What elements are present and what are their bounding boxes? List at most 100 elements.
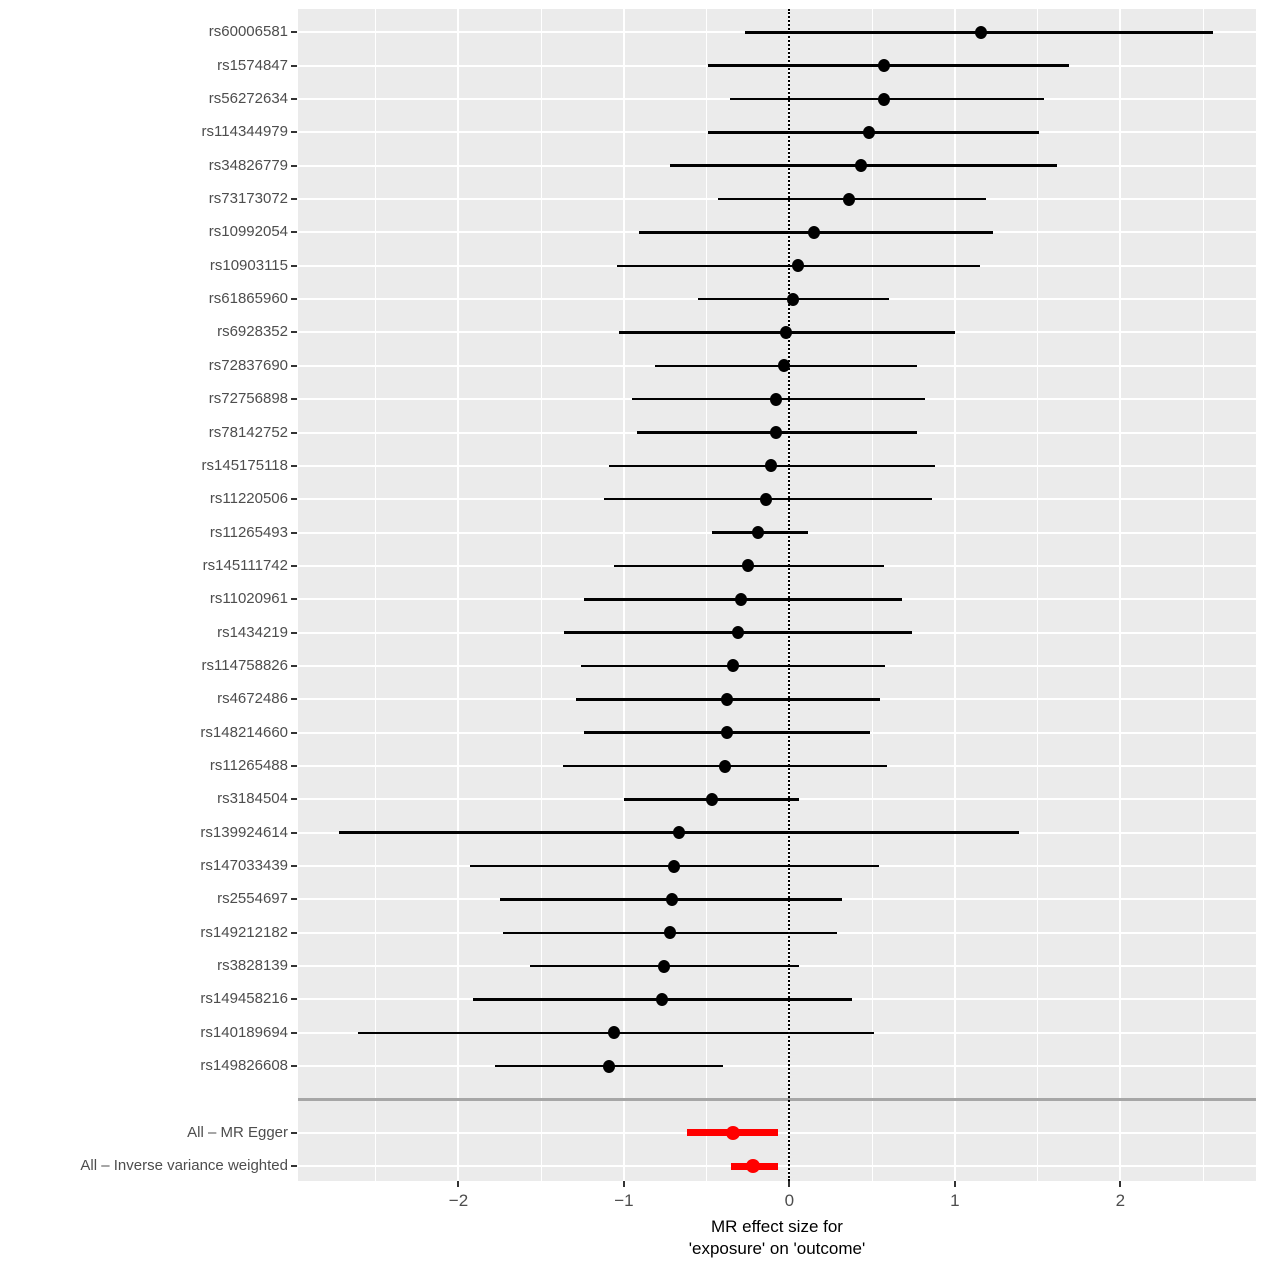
x-axis-tick-label: −1 [614,1191,634,1210]
y-axis-tick [291,564,297,567]
x-axis-tick [622,1181,625,1187]
point-estimate [720,692,733,706]
y-axis-label: rs73173072 [208,190,288,208]
y-axis-label: rs72756898 [208,390,288,408]
y-axis-tick [291,198,297,201]
point-estimate [656,992,668,1006]
y-axis-tick [291,731,297,734]
y-axis-tick [291,131,297,134]
y-axis-tick [291,1031,297,1034]
point-estimate [786,292,799,306]
point-estimate [705,792,718,806]
point-estimate [975,25,988,39]
plot-panel [298,9,1256,1181]
y-axis-tick [291,698,297,701]
point-estimate [751,526,764,540]
point-estimate [760,492,773,506]
minor-gridline [375,9,377,1181]
y-axis-label: rs11265493 [209,523,288,541]
summary-point-estimate [746,1159,760,1174]
y-axis-tick [291,331,297,334]
y-axis-tick [291,1065,297,1068]
y-axis-label: rs2554697 [217,890,288,908]
point-estimate [770,392,783,406]
x-axis-title: MR effect size for 'exposure' on 'outcom… [298,1216,1256,1260]
y-axis-label: All – MR Egger [187,1123,288,1141]
y-axis-label: rs3184504 [217,790,288,808]
y-axis-tick [291,364,297,367]
y-axis-label: rs60006581 [208,23,288,41]
point-estimate [808,225,821,239]
y-axis-label: rs140189694 [200,1023,288,1041]
y-axis-label: rs61865960 [208,290,288,308]
point-estimate [667,859,680,873]
y-axis-label: rs149826608 [200,1057,288,1075]
point-estimate [791,259,804,273]
summary-point-estimate [726,1125,741,1140]
y-axis-tick [291,498,297,501]
point-estimate [727,659,740,673]
y-axis-tick [291,798,297,801]
point-estimate [742,559,755,573]
y-axis-label: rs11020961 [209,590,288,608]
point-estimate [735,592,748,606]
major-gridline [953,9,956,1181]
summary-separator-line [298,1098,1256,1101]
x-axis-tick [788,1181,791,1187]
y-axis-tick [291,464,297,467]
y-axis-label: rs78142752 [208,423,288,441]
minor-gridline [1037,9,1039,1181]
y-axis-label: rs34826779 [208,156,288,174]
y-axis-tick [291,164,297,167]
y-axis-label: rs149212182 [200,923,288,941]
y-axis-tick [291,98,297,100]
y-axis-tick [291,831,297,834]
y-axis-tick [291,931,297,934]
x-axis-tick-label: −2 [448,1191,469,1210]
y-axis-label: rs149458216 [200,990,288,1008]
x-axis-tick [1119,1181,1122,1187]
x-axis-title-line2: 'exposure' on 'outcome' [688,1239,866,1258]
y-axis-label: All – Inverse variance weighted [80,1157,288,1175]
y-axis-label: rs145111742 [202,556,288,574]
point-estimate [877,92,890,106]
y-axis-tick [291,1165,297,1168]
point-estimate [770,426,783,439]
y-axis-label: rs72837690 [208,356,288,374]
y-axis-label: rs147033439 [200,857,288,875]
y-axis-label: rs139924614 [200,823,288,841]
y-axis-tick [291,531,297,534]
point-estimate [603,1059,616,1073]
y-axis-tick [291,598,297,601]
x-axis-tick-label: 0 [784,1191,795,1210]
y-axis-label: rs114758826 [201,656,288,674]
y-axis-label: rs10992054 [208,223,288,241]
y-axis-label: rs3828139 [217,957,288,975]
point-estimate [862,125,875,139]
y-axis-label: rs11220506 [209,490,288,508]
h-gridline [298,1065,1256,1068]
major-gridline [622,9,625,1181]
minor-gridline [706,9,708,1181]
y-axis-label: rs114344979 [201,123,288,141]
x-axis-title-line1: MR effect size for [711,1217,843,1236]
point-estimate [877,59,890,73]
point-estimate [720,726,733,740]
y-axis-label: rs148214660 [200,723,288,741]
y-axis-tick [291,264,297,267]
major-gridline [457,9,460,1181]
point-estimate [665,892,678,906]
y-axis-tick [291,398,297,401]
y-axis-label: rs6928352 [217,323,288,341]
point-estimate [765,459,778,473]
y-axis-tick [291,631,297,634]
y-axis-tick [291,64,297,67]
y-axis-tick [291,431,297,434]
x-axis-tick-label: 1 [950,1191,960,1210]
y-axis-tick [291,231,297,234]
zero-reference-line [788,9,791,1181]
major-gridline [1119,9,1122,1181]
y-axis-label: rs1574847 [217,56,288,74]
y-axis-label: rs4672486 [217,690,288,708]
point-estimate [608,1026,621,1040]
